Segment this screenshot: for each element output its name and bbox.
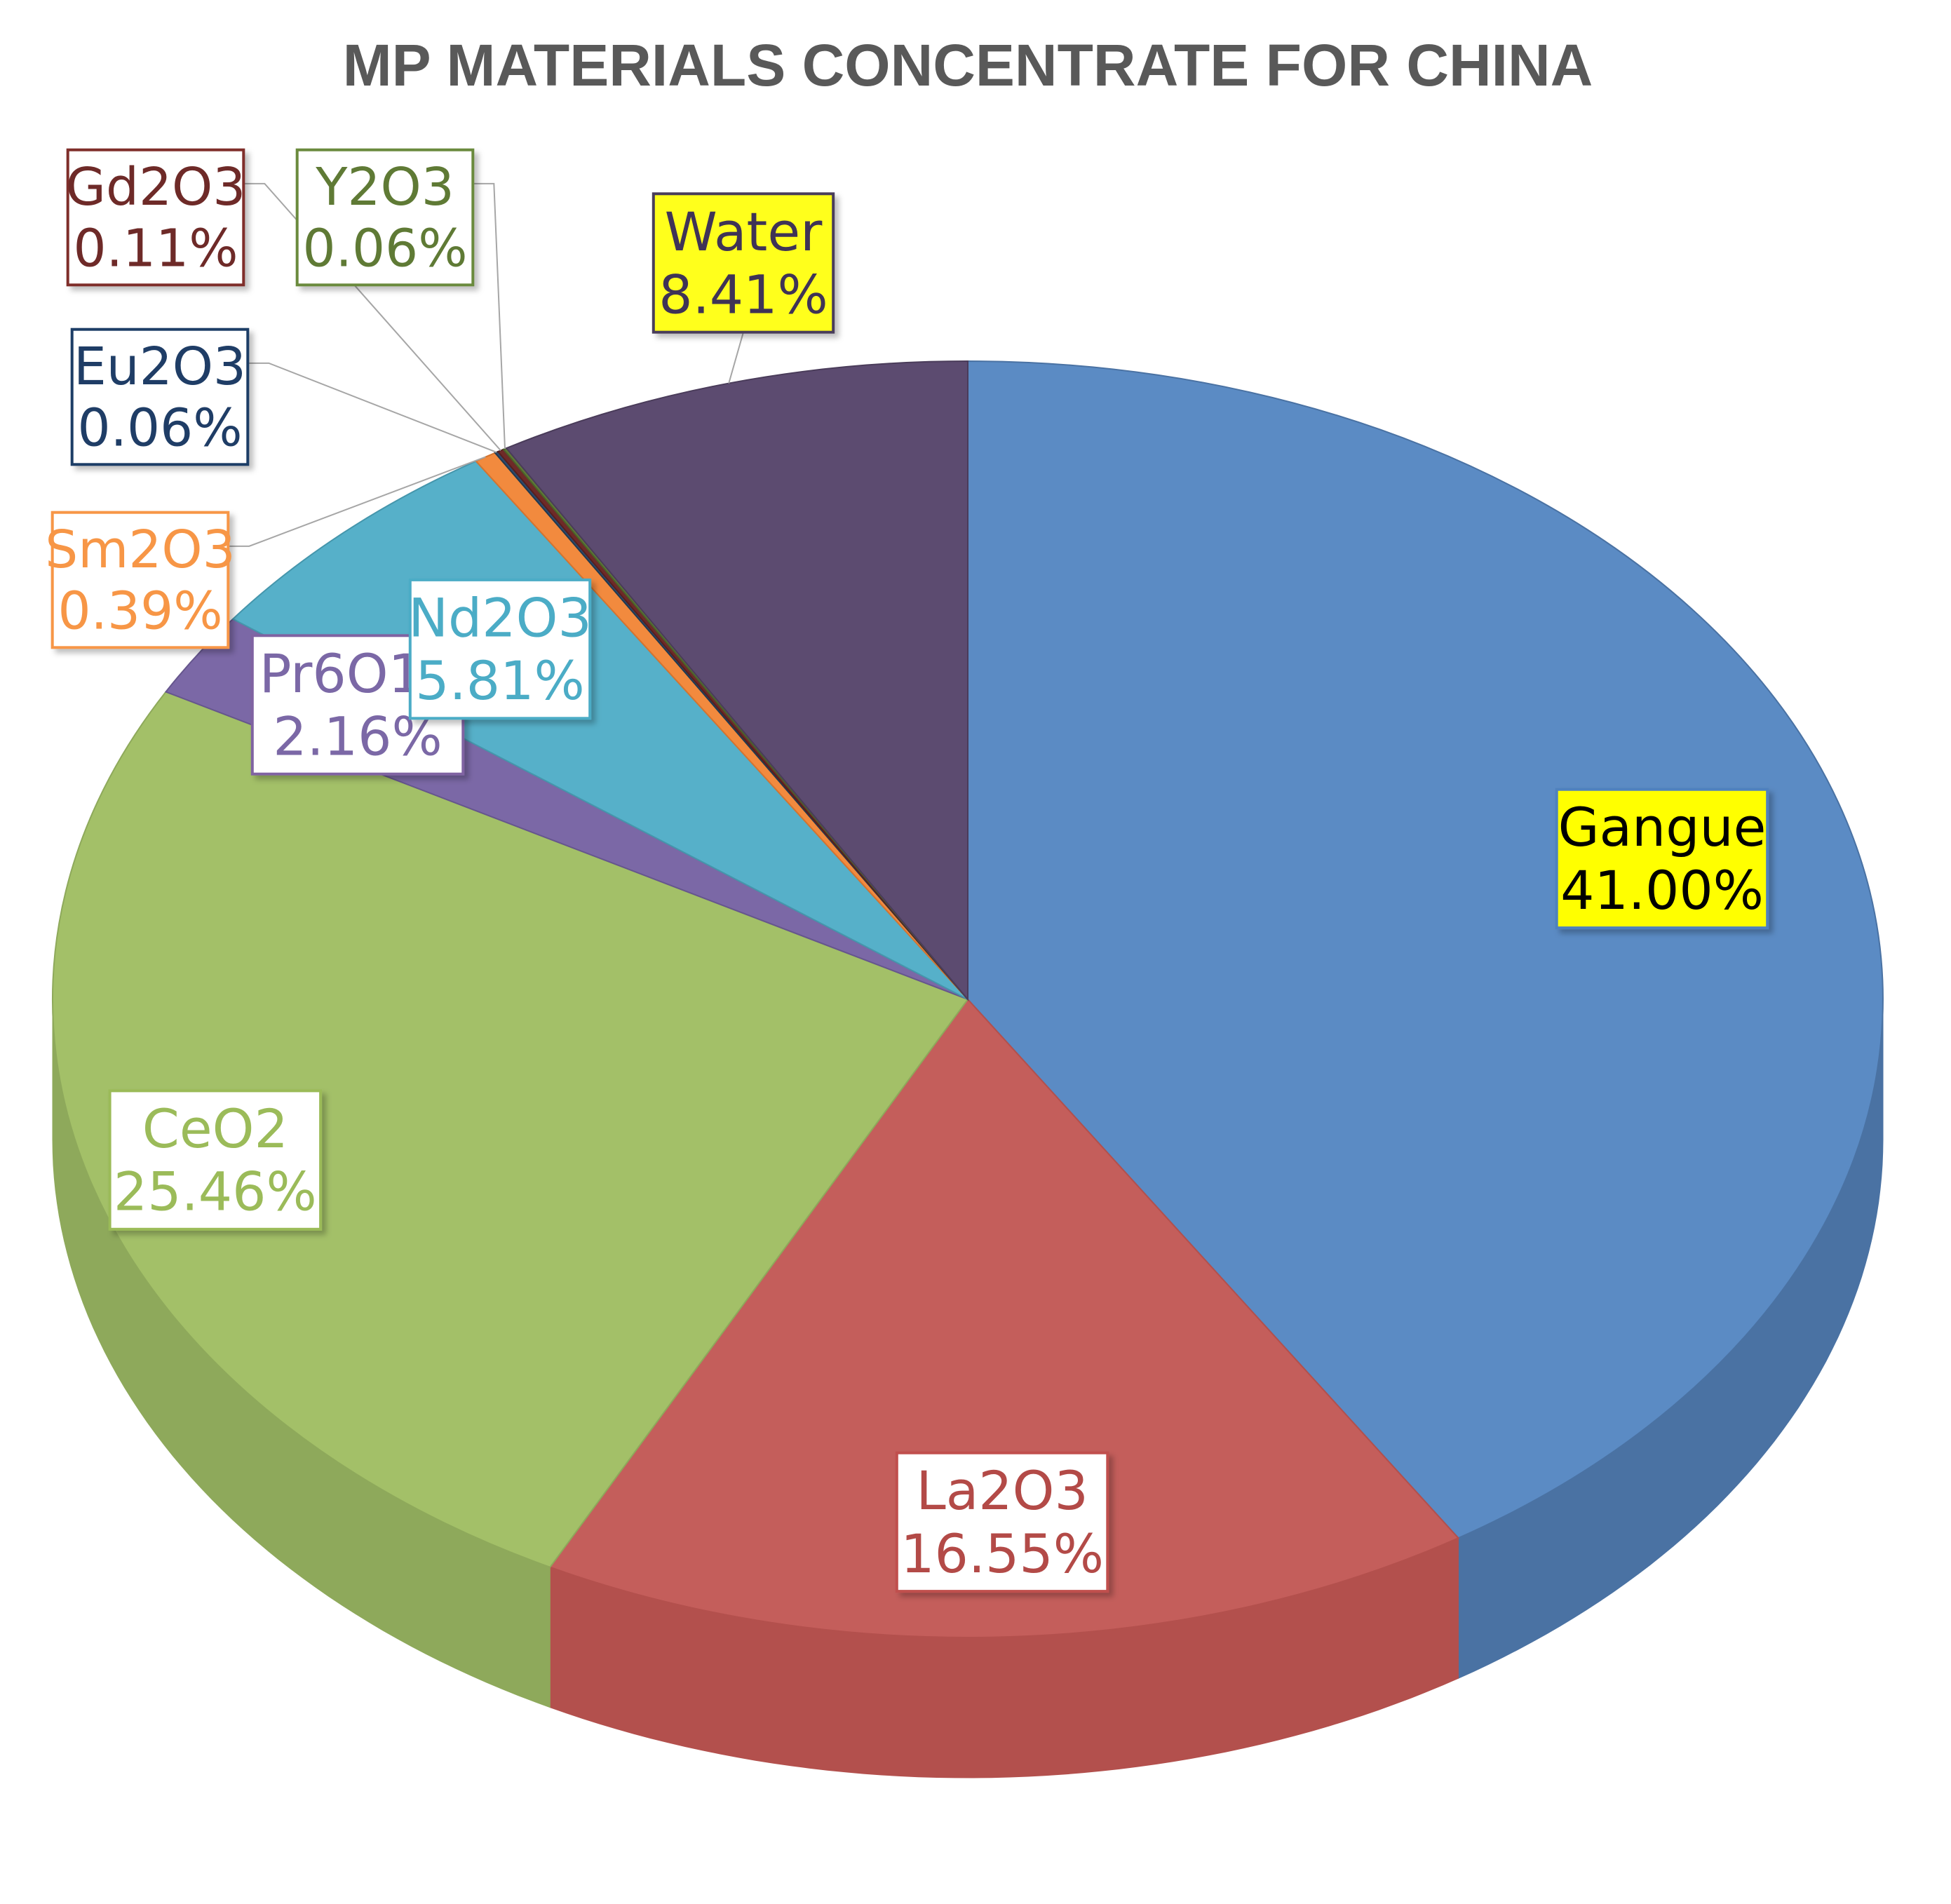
data-label-value-water: 8.41% bbox=[659, 263, 828, 325]
leader-line-sm2o3 bbox=[228, 456, 486, 547]
data-label-name-water: Water bbox=[665, 201, 823, 263]
data-label-box-ceo2 bbox=[108, 1089, 323, 1231]
chart-title: MP MATERIALS CONCENTRATE FOR CHINA bbox=[343, 32, 1593, 98]
data-label-value-ceo2: 25.46% bbox=[114, 1161, 317, 1223]
leader-line-water bbox=[728, 332, 744, 384]
data-label-name-nd2o3: Nd2O3 bbox=[408, 586, 592, 649]
data-label-value-sm2o3: 0.39% bbox=[58, 581, 222, 642]
data-label-value-gangue: 41.00% bbox=[1560, 859, 1764, 921]
data-label-value-gd2o3: 0.11% bbox=[73, 219, 238, 279]
data-label-value-y2o3: 0.06% bbox=[302, 219, 467, 279]
data-label-box-gd2o3 bbox=[66, 148, 245, 287]
data-label-name-y2o3: Y2O3 bbox=[315, 157, 454, 217]
data-label-value-eu2o3: 0.06% bbox=[77, 398, 242, 459]
pie-top-layer bbox=[51, 360, 1884, 1639]
pie-slice-water bbox=[505, 360, 968, 1001]
data-label-box-sm2o3 bbox=[50, 511, 230, 649]
leader-line-y2o3 bbox=[473, 182, 506, 450]
data-label-box-gangue bbox=[1555, 788, 1769, 930]
leader-line-eu2o3 bbox=[248, 362, 497, 453]
data-label-name-la2o3: La2O3 bbox=[916, 1459, 1088, 1522]
data-label-box-la2o3 bbox=[895, 1451, 1109, 1593]
data-label-name-eu2o3: Eu2O3 bbox=[74, 337, 246, 397]
data-label-value-nd2o3: 5.81% bbox=[415, 649, 584, 712]
leader-lines bbox=[228, 182, 744, 547]
data-label-name-ceo2: CeO2 bbox=[142, 1098, 288, 1160]
leader-line-gd2o3 bbox=[243, 182, 501, 452]
data-label-name-gd2o3: Gd2O3 bbox=[66, 157, 246, 217]
data-label-name-sm2o3: Sm2O3 bbox=[45, 520, 235, 580]
pie-slice-la2o3 bbox=[548, 998, 1460, 1639]
data-label-box-eu2o3 bbox=[70, 328, 250, 466]
data-label-box-nd2o3 bbox=[408, 578, 592, 720]
pie-slice-gangue bbox=[967, 360, 1884, 1539]
data-label-box-y2o3 bbox=[295, 148, 475, 287]
pie-slice-ceo2 bbox=[51, 691, 969, 1568]
data-labels: Gangue41.00%La2O316.55%CeO225.46%Pr6O112… bbox=[45, 148, 1769, 1593]
data-label-value-la2o3: 16.55% bbox=[900, 1522, 1104, 1585]
data-label-box-water bbox=[652, 192, 835, 334]
data-label-name-gangue: Gangue bbox=[1558, 796, 1767, 858]
